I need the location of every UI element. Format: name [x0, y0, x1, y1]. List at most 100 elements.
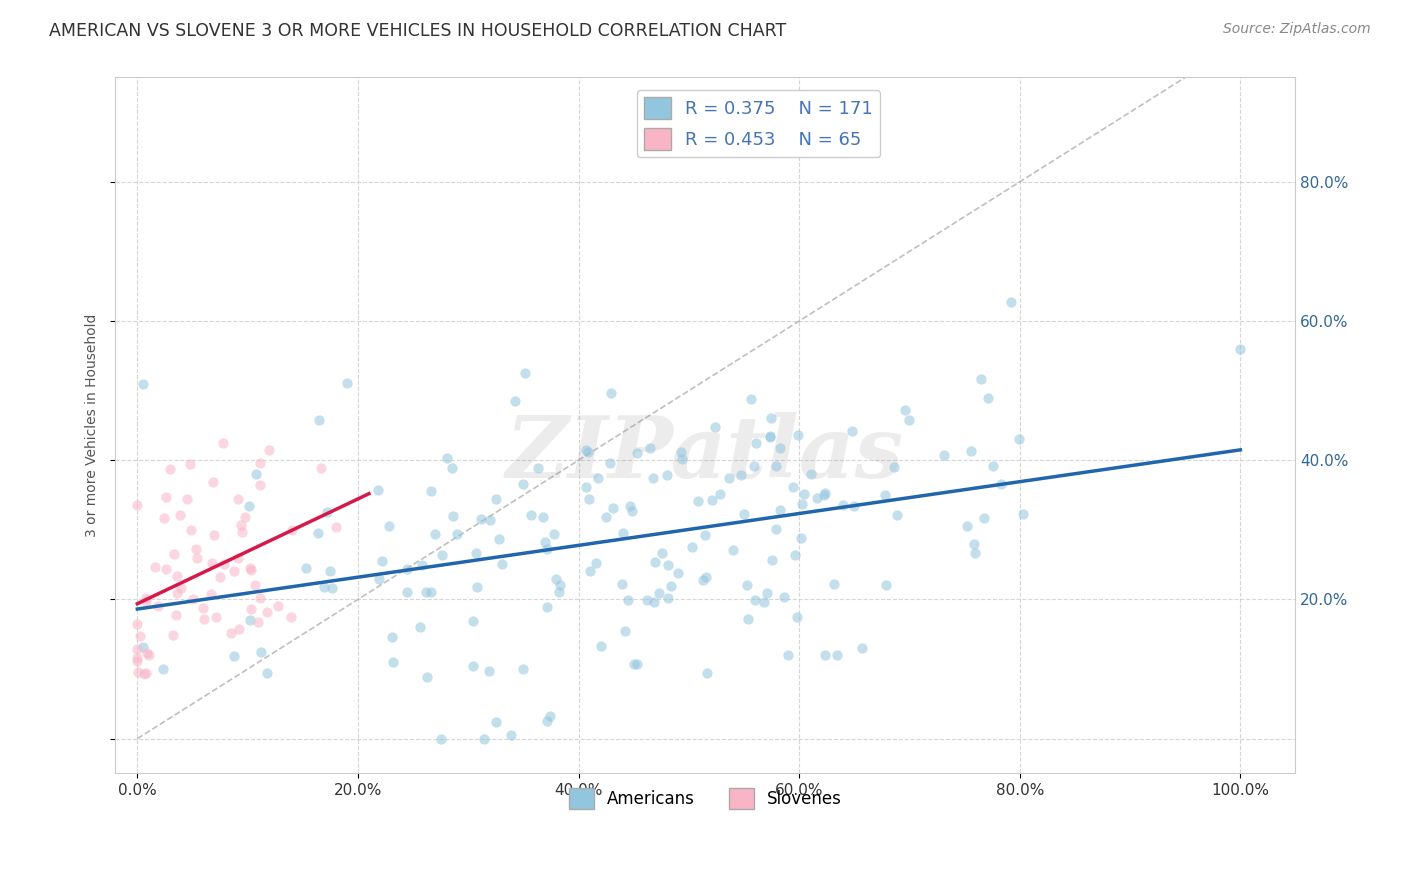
Point [737, 612, 759, 626]
Point [240, 601, 263, 615]
Point [735, 578, 758, 592]
Point [644, 555, 666, 569]
Point [231, 524, 253, 539]
Point [212, 558, 235, 572]
Point [239, 563, 262, 577]
Point [692, 573, 714, 587]
Point [249, 478, 271, 492]
Point [520, 508, 543, 523]
Point [745, 436, 768, 450]
Point [844, 500, 866, 514]
Point [239, 613, 262, 627]
Point [616, 592, 638, 607]
Point [579, 564, 602, 578]
Point [233, 509, 256, 524]
Point [396, 562, 419, 576]
Point [155, 562, 177, 576]
Point [246, 615, 269, 629]
Point [134, 666, 156, 681]
Y-axis label: 3 or more Vehicles in Household: 3 or more Vehicles in Household [86, 314, 100, 537]
Text: AMERICAN VS SLOVENE 3 OR MORE VEHICLES IN HOUSEHOLD CORRELATION CHART: AMERICAN VS SLOVENE 3 OR MORE VEHICLES I… [49, 22, 786, 40]
Point [127, 498, 149, 512]
Point [478, 513, 501, 527]
Point [309, 460, 332, 475]
Point [823, 577, 845, 591]
Point [536, 542, 558, 557]
Point [512, 662, 534, 676]
Point [595, 510, 617, 524]
Point [534, 534, 557, 549]
Point [981, 458, 1004, 473]
Point [180, 523, 202, 537]
Point [515, 366, 537, 380]
Point [127, 654, 149, 668]
Point [638, 441, 661, 455]
Point [765, 522, 787, 536]
Point [491, 558, 513, 572]
Point [696, 666, 718, 681]
Point [132, 640, 155, 655]
Point [759, 410, 782, 425]
Point [250, 645, 273, 659]
Legend: Americans, Slovenes: Americans, Slovenes [562, 781, 848, 815]
Point [934, 449, 956, 463]
Point [281, 523, 304, 537]
Point [415, 585, 437, 599]
Point [792, 497, 814, 511]
Point [470, 512, 492, 526]
Point [575, 442, 598, 457]
Point [485, 714, 508, 729]
Point [575, 480, 598, 494]
Point [307, 525, 329, 540]
Point [669, 445, 692, 459]
Point [488, 532, 510, 546]
Point [224, 564, 246, 578]
Point [1011, 508, 1033, 522]
Point [162, 628, 184, 642]
Point [411, 558, 433, 573]
Point [465, 546, 488, 560]
Point [591, 639, 613, 653]
Point [785, 548, 807, 562]
Point [548, 577, 571, 591]
Point [226, 551, 249, 566]
Point [703, 420, 725, 434]
Point [832, 498, 855, 512]
Point [163, 548, 186, 562]
Point [956, 519, 979, 533]
Point [135, 591, 157, 605]
Point [367, 572, 389, 586]
Point [813, 487, 835, 501]
Point [875, 578, 897, 592]
Point [740, 392, 762, 407]
Point [963, 536, 986, 550]
Point [408, 620, 430, 634]
Point [841, 424, 863, 438]
Point [416, 670, 439, 684]
Point [512, 477, 534, 491]
Point [778, 648, 800, 663]
Point [613, 624, 636, 638]
Point [851, 640, 873, 655]
Point [643, 595, 665, 609]
Point [176, 492, 198, 507]
Point [127, 617, 149, 632]
Point [423, 527, 446, 541]
Point [463, 614, 485, 628]
Point [191, 601, 214, 615]
Point [620, 503, 643, 517]
Point [308, 413, 330, 427]
Point [782, 480, 804, 494]
Point [146, 599, 169, 613]
Point [576, 445, 599, 459]
Point [648, 586, 671, 600]
Point [1229, 342, 1251, 356]
Point [441, 508, 464, 523]
Point [165, 607, 187, 622]
Point [758, 429, 780, 443]
Point [127, 665, 149, 679]
Point [527, 461, 550, 475]
Point [702, 492, 724, 507]
Point [501, 728, 523, 742]
Point [395, 584, 418, 599]
